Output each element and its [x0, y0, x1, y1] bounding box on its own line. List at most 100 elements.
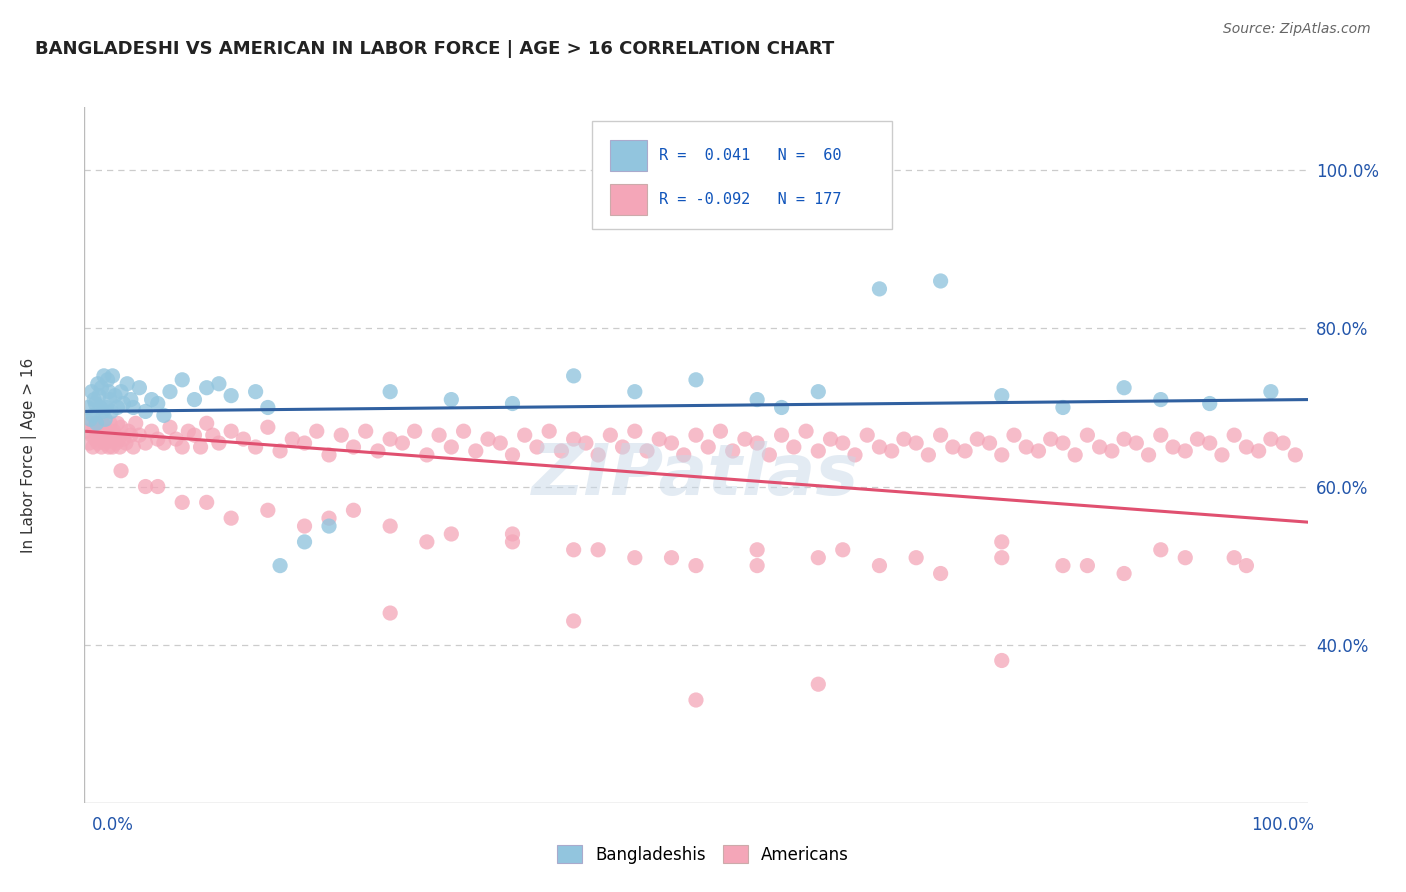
Point: [112, 396, 135, 410]
Point: [1137, 448, 1160, 462]
Point: [380, 432, 402, 446]
Point: [380, 606, 402, 620]
Point: [1076, 428, 1098, 442]
Point: [354, 424, 377, 438]
Point: [232, 432, 254, 446]
Point: [94, 412, 117, 426]
Point: [489, 436, 512, 450]
Point: [245, 440, 267, 454]
Point: [97, 373, 120, 387]
Point: [807, 677, 830, 691]
Point: [257, 401, 280, 415]
Point: [103, 424, 125, 438]
Point: [1223, 428, 1246, 442]
Point: [195, 417, 218, 431]
Point: [1260, 384, 1282, 399]
Point: [685, 373, 707, 387]
Point: [648, 432, 671, 446]
Point: [747, 392, 769, 407]
Text: In Labor Force | Age > 16: In Labor Force | Age > 16: [21, 358, 38, 552]
Bar: [610, 184, 647, 215]
Point: [195, 381, 218, 395]
Point: [89, 401, 111, 415]
Point: [586, 448, 609, 462]
Point: [440, 527, 463, 541]
Point: [219, 511, 242, 525]
Point: [991, 550, 1014, 565]
Point: [120, 428, 142, 442]
Point: [1150, 428, 1173, 442]
Point: [1076, 558, 1098, 573]
Point: [112, 432, 135, 446]
Text: R =  0.041   N =  60: R = 0.041 N = 60: [659, 148, 842, 163]
Point: [153, 436, 176, 450]
Point: [929, 428, 952, 442]
Point: [880, 444, 903, 458]
Point: [453, 424, 475, 438]
Point: [330, 428, 353, 442]
Point: [685, 428, 707, 442]
Point: [86, 417, 108, 431]
Point: [305, 424, 328, 438]
Point: [929, 274, 952, 288]
Point: [770, 428, 793, 442]
Point: [87, 436, 110, 450]
Point: [318, 448, 340, 462]
Point: [104, 389, 127, 403]
Point: [1150, 392, 1173, 407]
Text: BANGLADESHI VS AMERICAN IN LABOR FORCE | AGE > 16 CORRELATION CHART: BANGLADESHI VS AMERICAN IN LABOR FORCE |…: [35, 40, 834, 58]
Point: [105, 417, 128, 431]
Point: [105, 436, 128, 450]
Point: [1028, 444, 1050, 458]
Point: [80, 384, 103, 399]
Point: [98, 392, 121, 407]
Point: [380, 384, 402, 399]
Point: [1114, 432, 1136, 446]
Point: [416, 448, 439, 462]
Point: [1236, 558, 1258, 573]
Point: [917, 448, 939, 462]
Point: [115, 376, 138, 391]
Point: [219, 389, 242, 403]
Point: [440, 440, 463, 454]
Point: [831, 542, 853, 557]
Point: [107, 432, 129, 446]
Point: [105, 401, 128, 415]
Point: [117, 424, 139, 438]
Point: [83, 392, 105, 407]
Point: [820, 432, 842, 446]
Point: [84, 432, 107, 446]
Point: [1052, 436, 1074, 450]
Point: [1015, 440, 1038, 454]
Point: [697, 440, 720, 454]
Point: [93, 428, 115, 442]
Point: [685, 558, 707, 573]
Point: [770, 401, 793, 415]
Point: [526, 440, 548, 454]
Point: [115, 436, 138, 450]
Point: [953, 444, 976, 458]
Point: [257, 420, 280, 434]
Point: [404, 424, 426, 438]
Point: [562, 614, 585, 628]
Point: [758, 448, 780, 462]
Point: [391, 436, 413, 450]
Point: [550, 444, 572, 458]
Point: [1150, 542, 1173, 557]
Point: [110, 384, 132, 399]
Point: [146, 479, 169, 493]
Point: [80, 428, 103, 442]
Point: [146, 396, 169, 410]
Point: [97, 384, 120, 399]
Point: [747, 558, 769, 573]
Point: [177, 424, 200, 438]
Point: [807, 550, 830, 565]
Point: [1064, 448, 1087, 462]
Point: [1052, 558, 1074, 573]
Point: [966, 432, 988, 446]
Point: [672, 448, 695, 462]
Point: [269, 444, 291, 458]
Point: [201, 428, 224, 442]
Point: [1161, 440, 1184, 454]
Point: [1187, 432, 1209, 446]
